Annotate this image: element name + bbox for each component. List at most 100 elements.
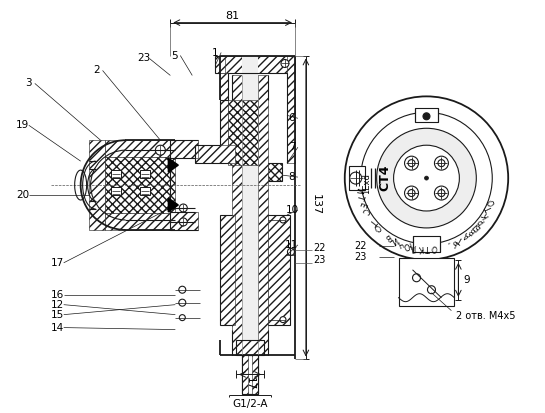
Text: И: И (353, 187, 363, 194)
Bar (215, 55, 225, 74)
Bar (258, 76, 268, 354)
Circle shape (350, 172, 362, 184)
Circle shape (434, 186, 449, 200)
Bar (141, 187, 150, 195)
Circle shape (427, 286, 435, 294)
Text: 22: 22 (313, 243, 325, 253)
Circle shape (287, 248, 294, 255)
Text: 81: 81 (225, 11, 239, 21)
Circle shape (179, 286, 186, 293)
Bar (171, 140, 198, 158)
Text: ,: , (446, 240, 451, 249)
Circle shape (281, 59, 289, 67)
Circle shape (404, 186, 419, 200)
Text: 17: 17 (51, 258, 64, 268)
Bar (287, 55, 295, 163)
Polygon shape (168, 198, 178, 212)
Text: 1: 1 (212, 47, 219, 57)
Circle shape (179, 204, 187, 212)
Bar (220, 55, 295, 74)
Circle shape (155, 145, 165, 155)
Text: 3: 3 (26, 78, 32, 88)
Text: 23: 23 (313, 255, 325, 265)
Bar (220, 74, 228, 163)
Text: 10: 10 (286, 205, 299, 215)
Circle shape (408, 160, 415, 166)
Text: О: О (431, 242, 438, 252)
Text: 23: 23 (354, 252, 367, 262)
Text: Т: Т (425, 243, 430, 252)
Circle shape (438, 190, 445, 197)
Bar (349, 166, 365, 190)
Bar (398, 258, 455, 306)
Bar (252, 354, 258, 394)
Bar (268, 215, 290, 325)
Text: 23: 23 (137, 54, 150, 64)
Circle shape (408, 190, 415, 197)
Text: 16: 16 (51, 290, 64, 300)
Bar (105, 213, 175, 230)
Text: В: В (468, 225, 477, 236)
Text: 14: 14 (51, 323, 64, 332)
Text: С: С (359, 206, 370, 214)
Text: 12: 12 (51, 300, 64, 310)
Bar (105, 140, 175, 157)
Text: К: К (417, 243, 423, 252)
Text: G1/2-A: G1/2-A (232, 399, 268, 409)
Text: Р: Р (477, 216, 487, 225)
Bar (415, 108, 438, 122)
Bar (236, 339, 264, 354)
Bar (242, 354, 248, 394)
Bar (171, 212, 198, 230)
Text: О: О (372, 222, 382, 233)
Bar (242, 354, 258, 394)
Circle shape (179, 315, 185, 320)
Circle shape (434, 156, 449, 170)
Text: 19: 19 (16, 120, 29, 130)
Circle shape (280, 217, 286, 223)
Text: Т: Т (367, 217, 377, 226)
Bar (105, 157, 175, 213)
Text: Ь: Ь (451, 237, 459, 247)
Circle shape (179, 218, 187, 226)
Text: 17: 17 (245, 377, 255, 390)
Bar (111, 187, 120, 195)
Circle shape (404, 156, 419, 170)
Circle shape (393, 145, 459, 211)
Bar (242, 55, 258, 359)
Bar (195, 145, 235, 163)
Text: 137: 137 (311, 195, 321, 216)
Text: 2: 2 (93, 65, 100, 76)
Bar (111, 170, 120, 178)
Text: 8: 8 (289, 172, 295, 182)
Text: 2 отв. М4х5: 2 отв. М4х5 (456, 311, 516, 320)
Text: 1Exd: 1Exd (362, 173, 371, 194)
Circle shape (361, 112, 492, 244)
Text: Т: Т (354, 194, 364, 200)
Text: СТ4: СТ4 (378, 165, 391, 191)
Text: В: В (383, 231, 392, 241)
Text: 9: 9 (463, 275, 470, 285)
Text: Ю: Ю (402, 240, 412, 250)
Text: 5: 5 (171, 50, 178, 61)
Circle shape (425, 176, 428, 180)
Circle shape (423, 113, 430, 120)
Bar (220, 215, 235, 325)
Bar (232, 76, 242, 354)
Bar (89, 140, 105, 230)
Text: И: И (389, 234, 398, 245)
Circle shape (179, 299, 186, 306)
Polygon shape (168, 158, 178, 172)
Text: А: А (462, 230, 471, 240)
Text: Ч: Ч (396, 237, 404, 248)
Text: 7: 7 (289, 142, 295, 152)
Text: К: К (481, 210, 491, 219)
Circle shape (377, 128, 476, 228)
Text: 6: 6 (289, 113, 295, 123)
Circle shape (345, 96, 508, 260)
Text: 15: 15 (51, 310, 64, 320)
Bar (268, 163, 282, 181)
Text: 22: 22 (354, 241, 367, 251)
Bar (413, 236, 440, 252)
Text: Т: Т (457, 234, 465, 244)
